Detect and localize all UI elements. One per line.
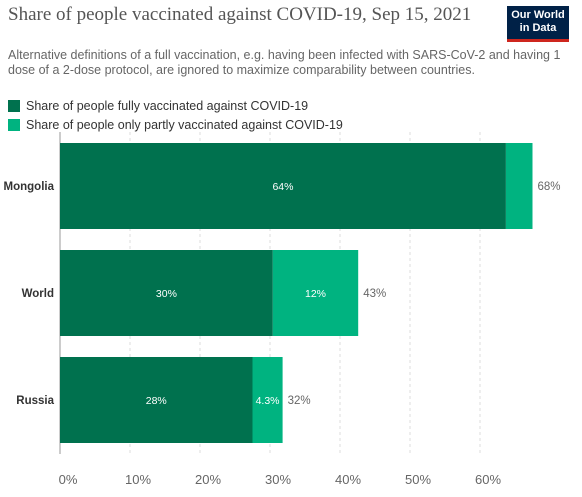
bar-fully-world	[60, 250, 273, 336]
x-tick-label-20: 20%	[195, 472, 221, 487]
logo-line-1: Our World	[511, 9, 565, 21]
data-label-partly-world: 12%	[305, 288, 326, 300]
legend-label-partly: Share of people only partly vaccinated a…	[26, 117, 343, 132]
x-tick-label-30: 30%	[265, 472, 291, 487]
x-tick-label-10: 10%	[125, 472, 151, 487]
total-label-russia: 32%	[288, 395, 311, 407]
bar-fully-mongolia	[60, 143, 506, 229]
bar-partly-russia	[252, 357, 283, 443]
legend-item-fully[interactable]: Share of people fully vaccinated against…	[8, 96, 343, 115]
total-label-world: 43%	[363, 288, 386, 300]
chart-title: Share of people vaccinated against COVID…	[8, 4, 472, 25]
data-label-fully-world: 30%	[156, 288, 177, 300]
bar-partly-world	[272, 250, 359, 336]
bar-fully-russia	[60, 357, 253, 443]
category-label-world: World	[22, 288, 54, 300]
legend-item-partly[interactable]: Share of people only partly vaccinated a…	[8, 115, 343, 134]
x-tick-label-40: 40%	[335, 472, 361, 487]
x-tick-label-0: 0%	[59, 472, 78, 487]
category-label-russia: Russia	[16, 395, 54, 407]
chart-subtitle: Alternative definitions of a full vaccin…	[8, 48, 561, 77]
legend-label-fully: Share of people fully vaccinated against…	[26, 98, 309, 113]
category-label-mongolia: Mongolia	[4, 181, 55, 193]
data-label-partly-russia: 4.3%	[256, 395, 280, 407]
total-label-mongolia: 68%	[538, 181, 561, 193]
data-label-fully-mongolia: 64%	[272, 181, 293, 193]
logo-line-2: in Data	[519, 22, 557, 34]
legend-swatch-fully	[8, 99, 20, 112]
owid-logo[interactable]: Our World in Data	[507, 6, 569, 42]
x-tick-label-50: 50%	[405, 472, 431, 487]
legend: Share of people fully vaccinated against…	[8, 96, 343, 134]
legend-swatch-partly	[8, 118, 20, 131]
x-tick-label-60: 60%	[475, 472, 501, 487]
data-label-fully-russia: 28%	[146, 395, 167, 407]
bar-partly-mongolia	[505, 143, 533, 229]
